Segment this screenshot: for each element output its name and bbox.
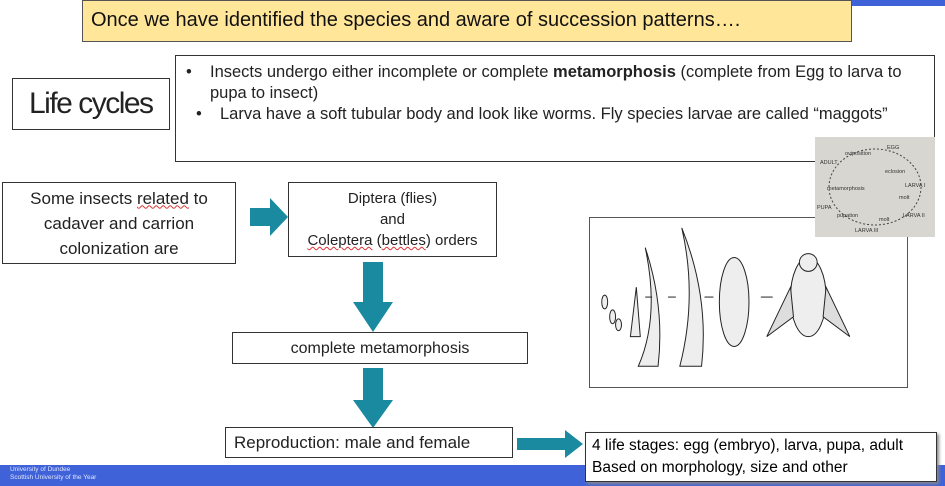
intro-text: related [136,188,189,208]
lc-label: eclosion [885,169,905,175]
bullet-bold: metamorphosis [553,63,676,81]
stages-line: 4 life stages: egg (embryo), larva, pupa… [592,437,904,454]
top-bar [852,0,945,6]
lc-label: metamorphosis [827,186,865,192]
footer-line: University of Dundee [10,466,71,473]
orders-line: ) orders [425,232,478,249]
lc-label: pupation [837,213,858,219]
reproduction-box: Reproduction: male and female [225,427,513,458]
orders-box: Diptera (flies) and Coleptera (bettles) or… [288,182,497,257]
orders-line: bettles [381,232,426,249]
orders-line: Coleptera [307,232,373,249]
lc-label: LARVA I [905,183,926,189]
lc-label: ADULT [820,160,838,166]
university-logo: University of Dundee Scottish University … [10,466,96,482]
bullet-dot: • [196,105,202,123]
bullet-2: • Larva have a soft tubular body and look… [196,104,924,125]
lc-label: LARVA II [903,213,925,219]
bullet-dot: • [186,63,192,81]
arrow-down-icon [353,262,393,332]
larva-stages-illustration [589,217,908,388]
lifecycle-photo: EGG oviposition ADULT eclosion LARVA I m… [815,137,935,237]
bullet-text: Larva have a soft tubular body and look … [220,105,888,123]
metamorphosis-box: complete metamorphosis [232,332,528,364]
lc-label: molt [899,195,910,201]
bullet-text: (complete from Egg to larva to pupa to i… [210,63,902,102]
banner: Once we have identified the species and … [82,0,852,42]
bullet-box: • Insects undergo either incomplete or co… [175,55,935,162]
footer-line: Scottish University of the Year [10,474,97,481]
lc-label: molt [879,217,890,223]
slide-title: Life cycles [12,78,170,130]
intro-text: Some insects [30,188,137,208]
bullet-1: • Insects undergo either incomplete or co… [186,62,924,104]
intro-box: Some insects related to cadaver and carr… [2,182,236,264]
orders-line: Diptera (flies) [347,190,438,207]
lc-label: PUPA [817,205,832,211]
stages-box: 4 life stages: egg (embryo), larva, pupa… [585,432,937,482]
intro-text: to cadaver and carrion colonization are [43,188,208,258]
lc-label: oviposition [845,151,871,157]
lc-label: EGG [887,145,899,151]
orders-line: and [379,211,405,228]
bullet-text: Insects undergo either incomplete or com… [210,63,554,81]
arrow-right-icon [250,198,288,236]
arrow-right-icon [517,430,583,458]
arrow-down-icon [353,368,393,428]
stages-line: Based on morphology, size and other [592,459,848,476]
lc-label: LARVA III [855,228,879,234]
orders-line: ( [372,232,382,249]
